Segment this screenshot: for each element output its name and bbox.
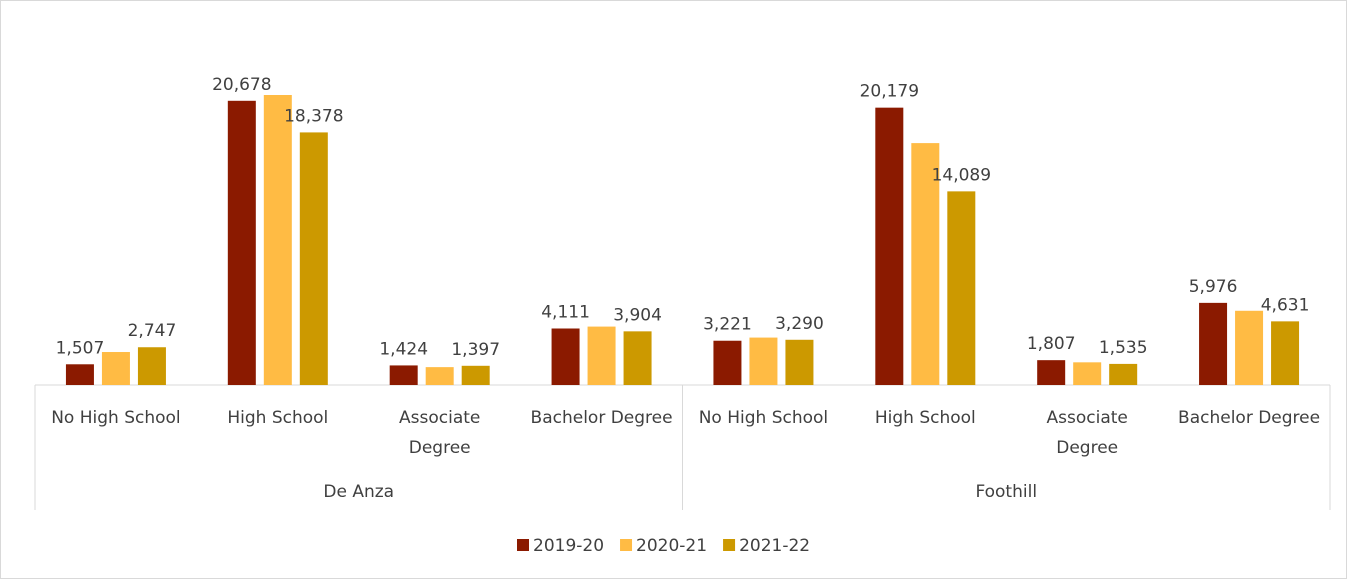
legend-swatch xyxy=(723,539,736,551)
data-label: 4,631 xyxy=(1261,295,1310,315)
bar xyxy=(1235,310,1264,385)
x-tick-label: High School xyxy=(227,408,328,428)
bar xyxy=(875,107,904,385)
bar xyxy=(389,365,418,385)
x-tick-label: No High School xyxy=(51,408,180,428)
bar xyxy=(1199,302,1228,385)
legend-label: 2020-21 xyxy=(636,536,707,556)
data-label: 5,976 xyxy=(1189,277,1238,297)
group-label: Foothill xyxy=(975,482,1037,502)
bar xyxy=(137,347,166,385)
legend-label: 2021-22 xyxy=(739,536,810,556)
bar xyxy=(227,100,256,386)
group-label: De Anza xyxy=(323,482,394,502)
data-label: 3,221 xyxy=(703,315,752,335)
data-label: 20,179 xyxy=(860,82,919,102)
data-label: 20,678 xyxy=(212,75,271,95)
bar xyxy=(1109,363,1138,385)
bar xyxy=(947,191,976,385)
bar xyxy=(425,367,454,385)
bar xyxy=(65,364,94,385)
bar xyxy=(623,331,652,385)
x-tick-label: No High School xyxy=(699,408,828,428)
data-label: 1,397 xyxy=(451,340,500,360)
data-label: 1,424 xyxy=(379,339,428,359)
data-label: 2,747 xyxy=(128,321,177,341)
legend-label: 2019-20 xyxy=(533,536,604,556)
bar xyxy=(749,337,778,385)
bar xyxy=(1271,321,1300,385)
x-tick-label: Degree xyxy=(409,438,471,458)
bar xyxy=(713,340,742,385)
data-label: 1,507 xyxy=(56,338,105,358)
data-label: 3,290 xyxy=(775,314,824,334)
x-tick-label: Degree xyxy=(1056,438,1118,458)
x-tick-label: Bachelor Degree xyxy=(531,408,673,428)
data-label: 1,807 xyxy=(1027,334,1076,354)
x-tick-label: Bachelor Degree xyxy=(1178,408,1320,428)
bar xyxy=(461,365,490,385)
data-label: 14,089 xyxy=(932,165,991,185)
bar xyxy=(587,326,616,385)
data-label: 18,378 xyxy=(284,106,343,126)
x-tick-label: Associate xyxy=(399,408,480,428)
bar xyxy=(1073,362,1102,385)
bar xyxy=(299,132,328,385)
bar xyxy=(785,339,814,385)
legend-swatch xyxy=(620,539,633,551)
bar xyxy=(263,95,292,385)
bar xyxy=(911,143,940,385)
data-label: 1,535 xyxy=(1099,338,1148,358)
data-label: 4,111 xyxy=(541,302,590,322)
data-label: 3,904 xyxy=(613,305,662,325)
legend-swatch xyxy=(517,539,529,551)
bar xyxy=(101,352,130,385)
x-tick-label: Associate xyxy=(1047,408,1128,428)
bar xyxy=(551,328,580,385)
bar xyxy=(1037,360,1066,385)
x-tick-label: High School xyxy=(875,408,976,428)
